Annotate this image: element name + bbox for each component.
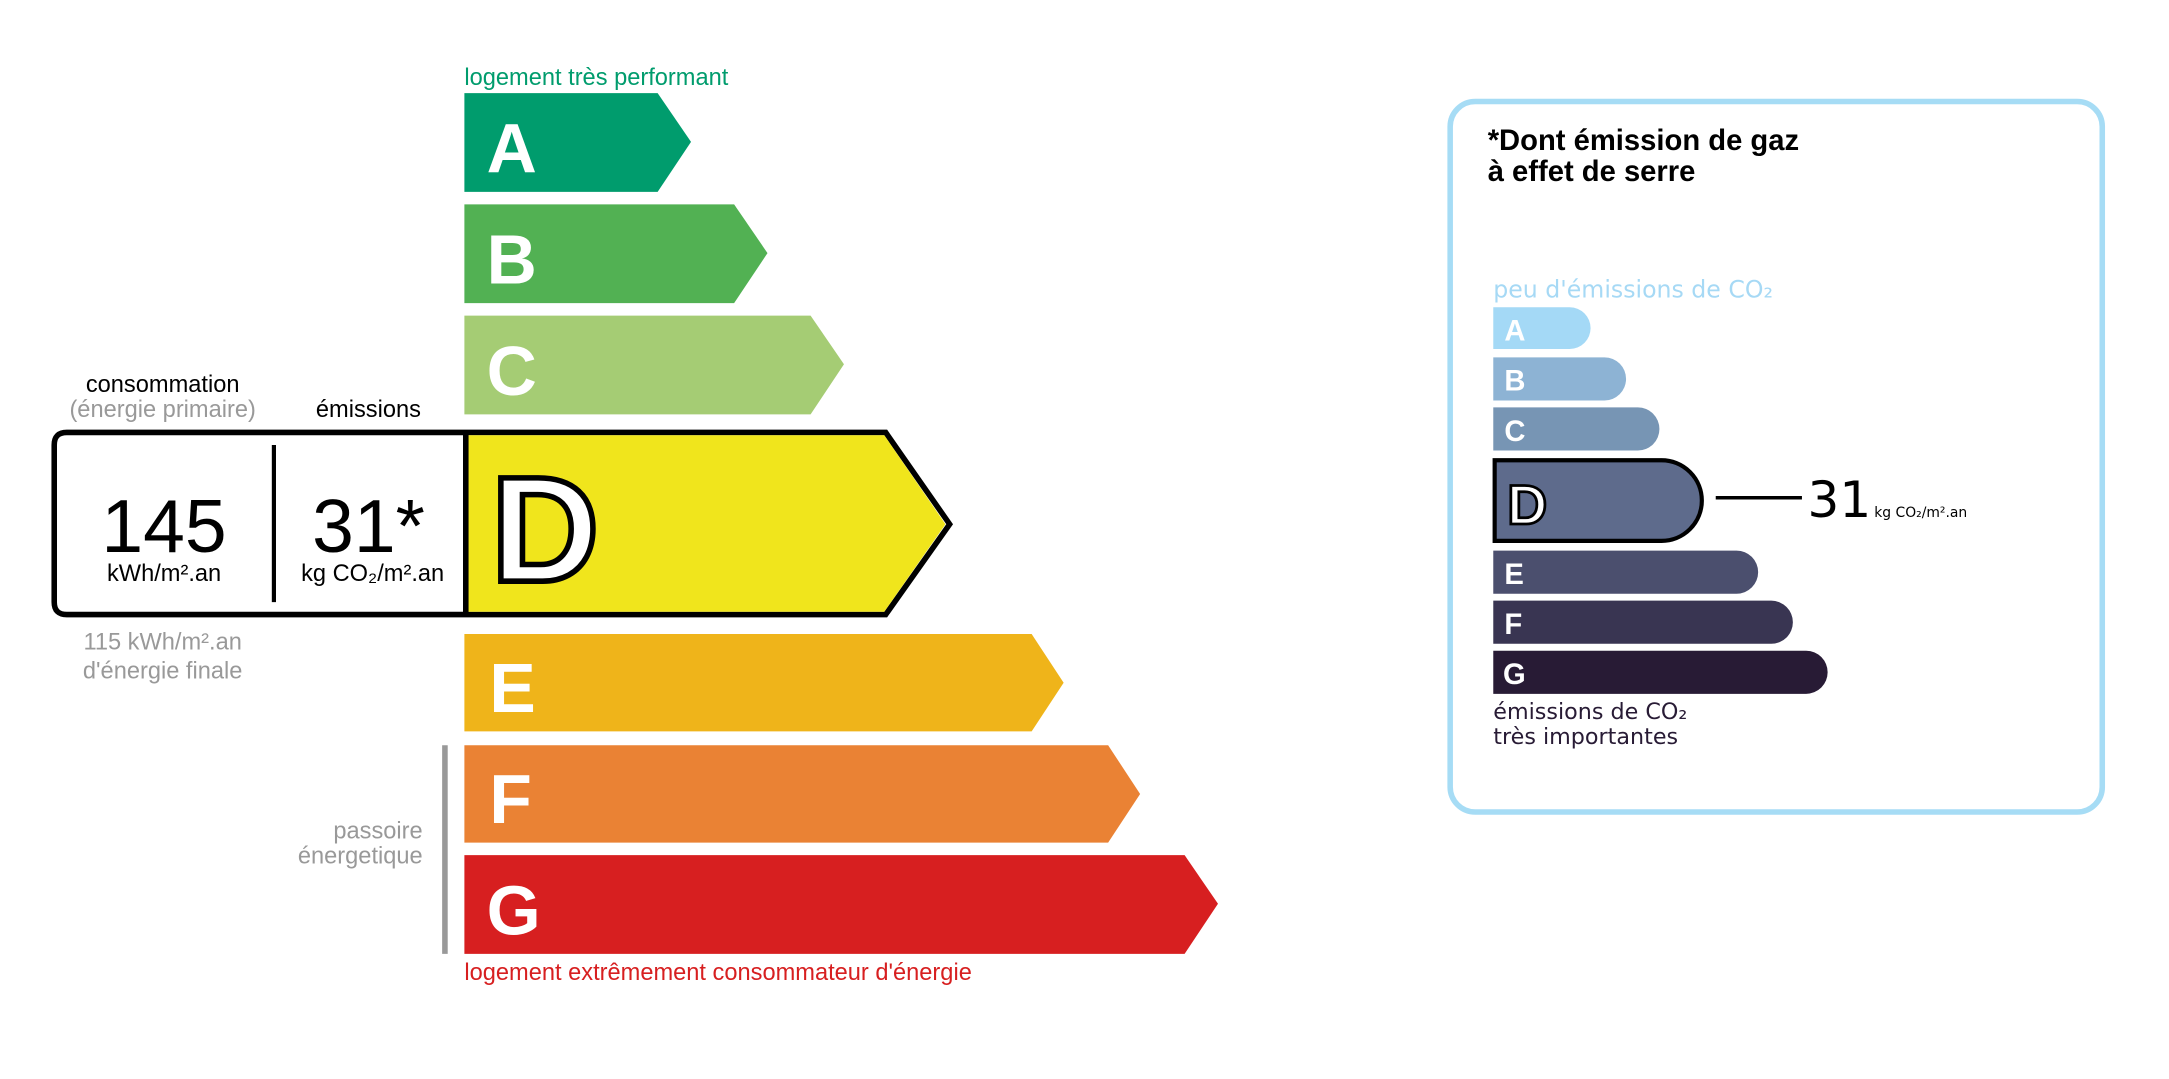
consumption-header: consommation — [86, 372, 240, 398]
ges-bar-c — [1493, 407, 1660, 451]
ges-bottom-label: très importantes — [1493, 724, 1678, 750]
consumption-subheader: (énergie primaire) — [69, 397, 255, 423]
ges-letter-c: C — [1504, 416, 1525, 448]
top-label: logement très performant — [464, 65, 728, 91]
ges-letter-g: G — [1503, 659, 1526, 691]
energy-letter-f: F — [489, 760, 531, 838]
final-energy-label: d'énergie finale — [83, 659, 243, 685]
ges-class-e: E — [1493, 550, 1759, 594]
energy-class-g: G — [464, 855, 1218, 954]
energy-class-c: C — [464, 315, 844, 415]
ges-class-d-current: D 31 kg CO₂/m².an — [1492, 458, 1967, 543]
passoire-label: passoire — [333, 818, 422, 844]
passoire-label: énergetique — [298, 843, 423, 869]
ges-bar-e — [1493, 550, 1759, 594]
ges-bar-d — [1492, 458, 1704, 543]
ges-bottom-label: émissions de CO₂ — [1493, 699, 1687, 725]
energy-bar-f — [464, 745, 1141, 843]
ges-top-label: peu d'émissions de CO₂ — [1493, 276, 1773, 304]
ges-bar-f — [1493, 600, 1793, 644]
ges-class-b: B — [1493, 357, 1627, 401]
emissions-value: 31* — [312, 484, 425, 568]
ges-letter-f: F — [1504, 609, 1522, 641]
ges-class-g: G — [1493, 650, 1828, 694]
energy-bar-c — [464, 315, 844, 415]
energy-bar-g — [464, 855, 1218, 954]
ges-letter-a: A — [1504, 316, 1525, 348]
consumption-unit: kWh/m².an — [107, 561, 221, 587]
energy-class-f: F — [464, 745, 1141, 843]
ges-class-f: F — [1493, 600, 1793, 644]
energy-bar-b — [464, 204, 768, 304]
energy-letter-b: B — [487, 221, 537, 299]
ges-letter-b: B — [1504, 366, 1525, 398]
bottom-label: logement extrêmement consommateur d'éner… — [464, 960, 971, 986]
final-energy-value: 115 kWh/m².an — [83, 629, 241, 655]
ges-class-a: A — [1493, 307, 1591, 350]
ges-class-c: C — [1493, 407, 1660, 451]
ges-title: à effet de serre — [1488, 156, 1696, 188]
consumption-value: 145 — [101, 484, 226, 568]
energy-bar-d — [467, 435, 946, 612]
energy-bar-a — [464, 93, 692, 192]
ges-letter-e: E — [1504, 559, 1523, 591]
energy-class-d-current: D 145 kWh/m².an 31* kg CO₂/m².an — [51, 429, 954, 618]
energy-letter-e: E — [489, 649, 535, 727]
emissions-unit: kg CO₂/m².an — [301, 561, 444, 587]
energy-letter-a: A — [487, 109, 537, 187]
ges-letter-d: D — [1507, 474, 1547, 536]
ges-title: *Dont émission de gaz — [1488, 125, 1799, 157]
energy-letter-c: C — [487, 332, 537, 410]
energy-bar-e — [464, 634, 1064, 732]
ges-bar-g — [1493, 650, 1828, 694]
emissions-header: émissions — [316, 397, 421, 423]
energy-class-b: B — [464, 204, 768, 304]
energy-class-e: E — [464, 634, 1064, 732]
energy-class-a: A — [464, 93, 692, 192]
ges-unit: kg CO₂/m².an — [1874, 505, 1967, 521]
ges-bar-a — [1493, 307, 1591, 350]
energy-letter-g: G — [487, 871, 541, 949]
ges-bar-b — [1493, 357, 1627, 401]
ges-value: 31 — [1808, 471, 1872, 529]
energy-letter-d: D — [491, 445, 599, 613]
